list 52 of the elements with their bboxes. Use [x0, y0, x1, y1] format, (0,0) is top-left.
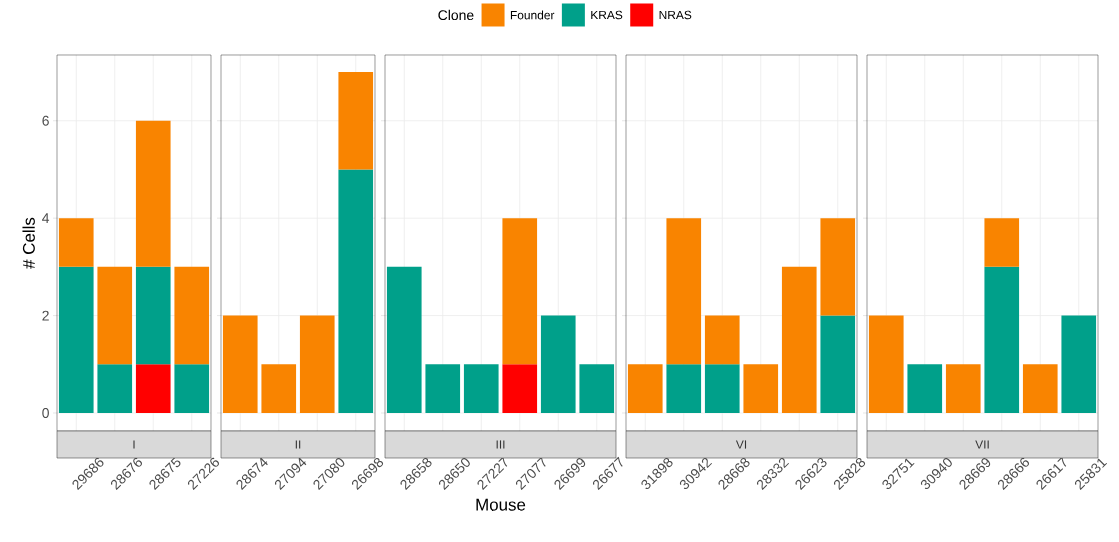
bar [704, 364, 740, 413]
bar [502, 218, 538, 365]
bar [868, 315, 904, 413]
bar [743, 364, 779, 413]
chart-title: VI [735, 440, 747, 449]
bar [820, 218, 856, 316]
bar [174, 364, 210, 413]
chart-title: III [496, 440, 505, 449]
bar [58, 218, 94, 267]
bar [97, 266, 133, 365]
bar [704, 315, 740, 365]
bar [338, 72, 374, 170]
bar [261, 364, 297, 413]
y-axis-title: # Cells [22, 217, 35, 269]
bar [907, 364, 943, 413]
chart-title: II [295, 440, 301, 449]
bar [540, 315, 576, 413]
bar [299, 315, 335, 413]
bar [222, 315, 258, 413]
y-tick-label: 6 [42, 115, 49, 126]
bar [386, 266, 422, 413]
y-tick-label: 2 [42, 310, 49, 321]
bar [666, 364, 702, 413]
bar [174, 266, 210, 365]
y-tick-label: 0 [42, 408, 49, 418]
bar [135, 364, 171, 413]
bar [58, 266, 94, 413]
bar [627, 364, 663, 413]
bar [135, 120, 171, 267]
legend-label: KRAS [591, 10, 623, 20]
bar [666, 218, 702, 365]
bar [97, 364, 133, 413]
legend-label: NRAS [659, 10, 692, 20]
bar [945, 364, 981, 413]
bar [1022, 364, 1058, 413]
bar [820, 315, 856, 413]
bar [502, 364, 538, 413]
chart-title: I [133, 440, 135, 449]
x-axis-title: Mouse [476, 498, 526, 511]
y-tick-label: 4 [42, 213, 50, 223]
legend-label: Founder [510, 10, 555, 20]
bar [135, 266, 171, 365]
bar [463, 364, 499, 413]
bar [1061, 315, 1097, 413]
bar [425, 364, 461, 413]
legend-title: Clone [438, 9, 474, 21]
bar [984, 218, 1020, 267]
chart-title: VII [975, 440, 989, 449]
bar [984, 266, 1020, 413]
bar [338, 169, 374, 413]
bar [579, 364, 615, 413]
bar [781, 266, 817, 413]
